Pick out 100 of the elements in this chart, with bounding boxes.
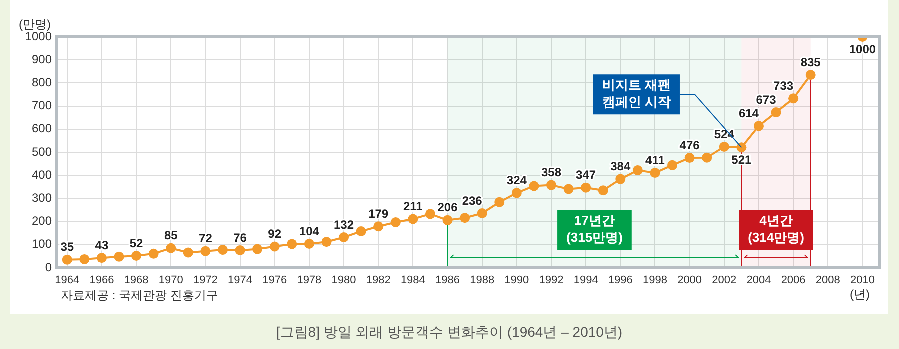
data-label: 673	[756, 92, 777, 107]
point	[390, 217, 401, 228]
point	[460, 213, 470, 224]
point	[598, 186, 608, 196]
point	[62, 254, 72, 265]
point	[754, 121, 764, 132]
point	[564, 184, 574, 194]
data-label: 411	[646, 153, 666, 168]
point	[270, 242, 280, 252]
y-tick-label: 800	[32, 76, 52, 90]
data-label: 76	[234, 230, 248, 245]
point	[148, 248, 159, 259]
x-tick-label: 1990	[504, 274, 530, 287]
data-label: 236	[462, 194, 483, 208]
x-tick-label: 2004	[746, 274, 772, 287]
data-label: 733	[774, 78, 794, 93]
y-tick-label: 200	[32, 214, 52, 228]
x-tick-label: 1964	[55, 274, 80, 287]
point	[132, 250, 142, 261]
point	[736, 142, 747, 153]
point	[425, 209, 436, 220]
x-tick-label: 1998	[642, 274, 668, 287]
point	[114, 252, 124, 262]
y-tick-label: 400	[32, 168, 52, 182]
data-label: 206	[438, 200, 458, 215]
text: [그림8] 방일 외래 방문객수 변화추이 (1964년 – 2010년)	[275, 323, 624, 342]
x-tick-label: 1976	[262, 274, 288, 287]
data-label: 835	[800, 55, 822, 70]
y-tick-label: 500	[32, 144, 52, 159]
point	[788, 94, 799, 104]
y-tick-label: 700	[32, 98, 52, 113]
y-axis-title: (만명)	[19, 17, 51, 32]
x-tick-label: 2010	[850, 274, 875, 287]
data-label: 132	[334, 218, 354, 232]
point	[304, 238, 314, 249]
x-tick-label: 1984	[400, 274, 426, 287]
point	[616, 174, 626, 184]
y-tick-label: 300	[32, 191, 52, 206]
x-tick-label: 1982	[366, 274, 391, 287]
x-tick-label: 1988	[470, 274, 495, 287]
point	[632, 166, 643, 176]
x-tick-label: 1968	[124, 274, 149, 287]
x-tick-label: 2002	[712, 274, 737, 287]
x-tick-label: 1992	[539, 274, 564, 287]
point	[668, 160, 678, 170]
point	[183, 248, 194, 258]
point	[771, 108, 782, 118]
x-tick-label: 1980	[332, 274, 356, 287]
point	[512, 188, 522, 198]
x-tick-label: 1966	[90, 274, 114, 287]
point	[494, 197, 505, 208]
data-label: 614	[738, 106, 760, 120]
point	[235, 245, 246, 256]
y-tick-label: 900	[32, 52, 52, 66]
data-label: 52	[130, 236, 144, 250]
data-label: 43	[95, 238, 109, 252]
band-label: 17년간 (315만명)	[566, 213, 623, 246]
data-label: 324	[506, 173, 528, 188]
point	[287, 239, 298, 250]
point	[356, 226, 366, 236]
point	[322, 237, 332, 248]
point	[684, 153, 695, 164]
x-tick-label: 1974	[228, 274, 253, 287]
point	[719, 142, 730, 152]
x-tick-label: 2006	[781, 274, 806, 287]
point	[806, 70, 816, 80]
data-label: 72	[199, 232, 213, 246]
annotation: 비지트 재팬 캠페인 시작	[602, 78, 671, 110]
point	[374, 222, 384, 232]
point	[442, 215, 453, 226]
point	[96, 253, 107, 264]
x-axis-title: (년)	[850, 287, 870, 302]
point	[477, 208, 488, 218]
data-label: 211	[403, 200, 424, 214]
point	[218, 244, 228, 255]
x-tick-label: 2000	[678, 274, 702, 287]
y-tick-label: 600	[32, 122, 52, 136]
point	[546, 180, 556, 190]
band-label: 4년간 (314만명)	[748, 213, 804, 246]
data-label: 104	[299, 224, 320, 238]
x-tick-label: 2008	[816, 274, 840, 287]
y-tick-label: 0	[45, 260, 52, 274]
x-tick-label: 1986	[436, 274, 460, 287]
data-label: 179	[368, 206, 389, 221]
x-tick-label: 1994	[574, 274, 598, 287]
data-label: 347	[576, 168, 596, 182]
text: 자료제공 : 국제관광 진흥기구	[61, 288, 218, 302]
data-label: 384	[610, 160, 631, 174]
point	[650, 168, 660, 178]
data-label: 92	[268, 227, 282, 242]
data-label: 35	[60, 240, 74, 254]
y-tick-label: 100	[32, 237, 52, 252]
x-tick-label: 1978	[297, 274, 322, 287]
point	[581, 182, 592, 193]
point	[529, 181, 540, 192]
point	[166, 243, 176, 254]
point	[408, 214, 418, 224]
data-label: 358	[541, 166, 562, 180]
point	[200, 246, 211, 256]
point	[80, 254, 90, 264]
